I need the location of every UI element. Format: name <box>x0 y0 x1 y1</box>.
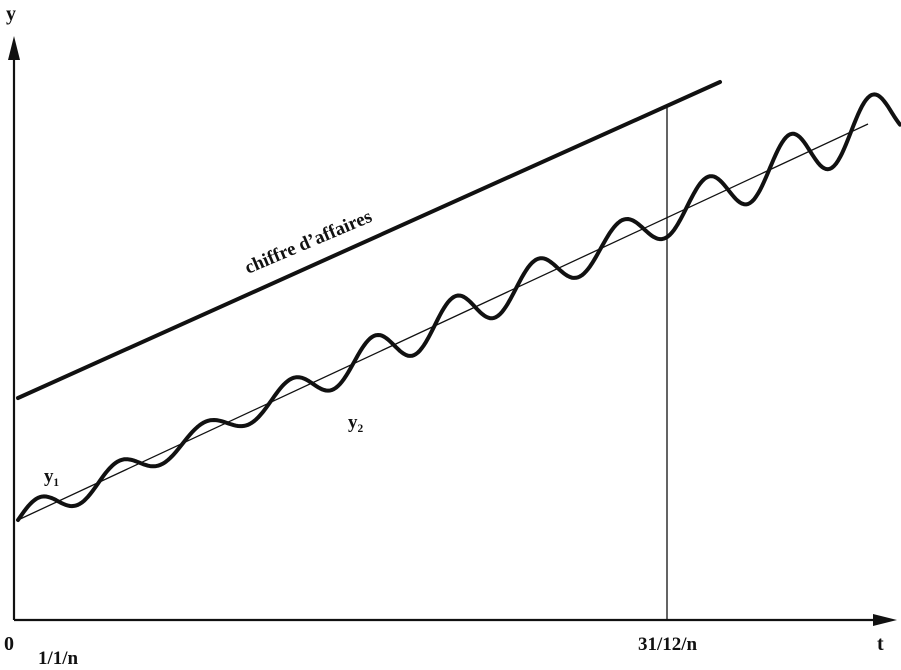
origin-label: 0 <box>4 633 14 655</box>
start-date-label: 1/1/n <box>38 648 79 669</box>
y-axis-arrow <box>8 36 20 60</box>
y1-label: y₁ <box>44 466 59 487</box>
y2-label: y₂ <box>348 412 364 433</box>
x-axis-arrow <box>873 614 897 626</box>
end-date-label: 31/12/n <box>638 634 698 655</box>
y-axis-label: y <box>6 3 16 25</box>
turnover-line <box>16 80 722 400</box>
trend-line <box>17 123 869 521</box>
x-axis-label: t <box>877 633 884 655</box>
wavy-curve <box>16 92 901 522</box>
